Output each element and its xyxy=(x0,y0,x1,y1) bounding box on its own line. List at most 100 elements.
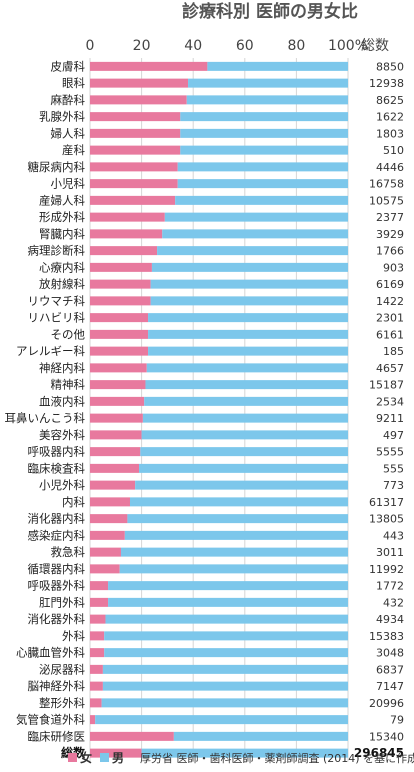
category-label: 美容外科 xyxy=(39,428,85,442)
category-label: 外科 xyxy=(62,629,85,643)
bar-male xyxy=(164,212,348,222)
bar-male xyxy=(120,547,349,557)
bar-female xyxy=(90,614,106,624)
count-label: 7147 xyxy=(376,680,404,693)
category-label: 産婦人科 xyxy=(39,193,85,207)
bar-female xyxy=(90,396,145,406)
x-tick-label: 20 xyxy=(133,38,151,54)
count-label: 2377 xyxy=(376,211,404,224)
bar-female xyxy=(90,514,128,524)
bar-female xyxy=(90,497,130,507)
bar-female xyxy=(90,463,140,473)
bar-male xyxy=(148,329,348,339)
bar-male xyxy=(104,631,348,641)
category-label: 内科 xyxy=(62,495,85,509)
bar-male xyxy=(188,78,348,88)
count-label: 555 xyxy=(383,462,404,475)
count-label: 6837 xyxy=(376,663,404,676)
bar-female xyxy=(90,380,146,390)
category-label: 心臓血管外科 xyxy=(16,646,85,660)
bar-male xyxy=(177,179,348,189)
bar-male xyxy=(150,296,348,306)
source-note: 厚労省 医師・歯科医師・薬剤師調査 (2014) を基に作成 xyxy=(140,751,414,765)
category-label: 気管食道外科 xyxy=(16,713,85,727)
bar-female xyxy=(90,731,174,741)
bar-male xyxy=(102,681,349,691)
count-label: 1772 xyxy=(376,580,404,593)
category-label: 泌尿器科 xyxy=(39,662,85,676)
x-tick-label: 60 xyxy=(236,38,254,54)
count-label: 15187 xyxy=(369,379,404,392)
legend-label-male: 男 xyxy=(112,751,124,765)
bar-female xyxy=(90,279,151,289)
category-label: 肛門外科 xyxy=(39,595,85,609)
category-label: リウマチ科 xyxy=(28,294,86,308)
bar-male xyxy=(129,497,348,507)
count-label: 8850 xyxy=(376,60,404,73)
gridlines xyxy=(89,58,349,762)
category-label: 病理診断科 xyxy=(28,244,86,258)
count-label: 2534 xyxy=(376,395,404,408)
bar-female xyxy=(90,430,142,440)
bar-female xyxy=(90,78,189,88)
category-label: 乳腺外科 xyxy=(39,110,85,124)
bar-female xyxy=(90,313,149,323)
count-label: 773 xyxy=(383,479,404,492)
bar-female xyxy=(90,597,109,607)
bar-female xyxy=(90,246,158,256)
bar-male xyxy=(207,61,348,71)
bar-female xyxy=(90,547,121,557)
count-label: 3011 xyxy=(376,546,404,559)
chart-title: 診療科別 医師の男女比 xyxy=(182,1,358,22)
count-label: 5555 xyxy=(376,446,404,459)
bar-male xyxy=(141,748,348,758)
bar-male xyxy=(186,95,348,105)
category-label: 産科 xyxy=(62,143,85,157)
bar-male xyxy=(119,564,348,574)
category-label: 心療内科 xyxy=(39,260,85,274)
legend: 女男 xyxy=(68,750,124,765)
category-label: リハビリ科 xyxy=(28,311,86,325)
bar-female xyxy=(90,61,208,71)
bar-male xyxy=(135,480,348,490)
count-label: 3929 xyxy=(376,228,404,241)
bar-male xyxy=(124,530,348,540)
count-label: 6169 xyxy=(376,278,404,291)
category-label: 感染症内科 xyxy=(28,528,86,542)
count-label: 443 xyxy=(383,529,404,542)
count-label: 4934 xyxy=(376,613,404,626)
bar-male xyxy=(140,447,348,457)
bar-male xyxy=(104,648,348,658)
category-label: 皮膚科 xyxy=(51,59,86,73)
bar-male xyxy=(146,363,348,373)
bar-female xyxy=(90,413,143,423)
bar-male xyxy=(139,463,348,473)
bar-male xyxy=(180,112,348,122)
bar-male xyxy=(102,664,349,674)
bar-female xyxy=(90,95,187,105)
bar-female xyxy=(90,447,141,457)
bar-male xyxy=(162,229,348,239)
count-label: 13805 xyxy=(369,513,404,526)
bar-male xyxy=(95,715,348,725)
count-label: 8625 xyxy=(376,94,404,107)
count-label: 903 xyxy=(383,261,404,274)
count-label: 432 xyxy=(383,596,404,609)
count-label: 510 xyxy=(383,144,404,157)
count-label: 497 xyxy=(383,429,404,442)
bar-female xyxy=(90,212,165,222)
category-label: 糖尿病内科 xyxy=(28,160,86,174)
bar-female xyxy=(90,296,151,306)
bar-male xyxy=(157,246,348,256)
count-label: 296845 xyxy=(354,746,404,760)
bar-male xyxy=(148,313,348,323)
category-label: 総数 xyxy=(61,745,86,760)
bar-male xyxy=(150,279,348,289)
category-label: 神経内科 xyxy=(39,361,85,375)
bar-female xyxy=(90,229,163,239)
bar-female xyxy=(90,262,152,272)
x-tick-label: 0 xyxy=(86,38,95,54)
count-label: 11992 xyxy=(369,563,404,576)
bar-female xyxy=(90,145,181,155)
